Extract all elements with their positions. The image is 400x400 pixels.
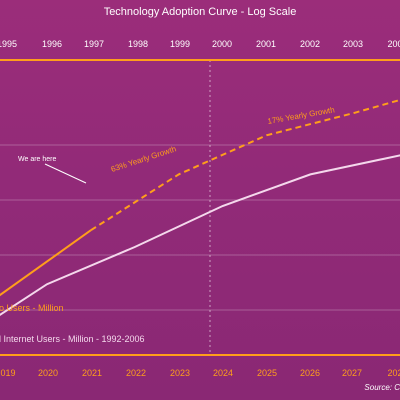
top-tick-label: 2000 [212, 39, 232, 49]
top-tick-label: 1998 [128, 39, 148, 49]
top-tick-label: 1999 [170, 39, 190, 49]
bottom-tick-label: 2021 [82, 368, 102, 378]
bottom-tick-label: 2020 [38, 368, 58, 378]
bottom-tick-label: 2024 [213, 368, 233, 378]
annotation-17-growth: 17% Yearly Growth [267, 105, 336, 126]
bottom-tick-label: 2026 [300, 368, 320, 378]
bottom-tick-label: 2023 [170, 368, 190, 378]
bottom-tick-label: 019 [0, 368, 15, 378]
source-text: Source: C [364, 383, 400, 392]
series-line-orange-solid [0, 229, 92, 297]
legend-item-users: o Users - Million [0, 303, 64, 313]
series-line-pink [0, 154, 400, 316]
top-tick-label: 2001 [256, 39, 276, 49]
annotation-63-growth: 63% Yearly Growth [110, 144, 177, 174]
bottom-tick-label: 2022 [126, 368, 146, 378]
annotation-arrow [44, 163, 87, 184]
legend-item-internet-users: l Internet Users - Million - 1992-2006 [0, 334, 145, 344]
top-tick-label: 1997 [84, 39, 104, 49]
series-line-orange-dashed [90, 98, 400, 232]
top-tick-label: 1996 [42, 39, 62, 49]
bottom-tick-label: 2027 [342, 368, 362, 378]
annotation-we-are-here: We are here [18, 156, 56, 163]
top-tick-label: 2002 [300, 39, 320, 49]
top-tick-label: 200 [387, 39, 400, 49]
top-tick-label: 1995 [0, 39, 17, 49]
bottom-tick-label: 202 [387, 368, 400, 378]
chart-title: Technology Adoption Curve - Log Scale [104, 6, 297, 18]
bottom-tick-label: 2025 [257, 368, 277, 378]
top-tick-label: 2003 [343, 39, 363, 49]
